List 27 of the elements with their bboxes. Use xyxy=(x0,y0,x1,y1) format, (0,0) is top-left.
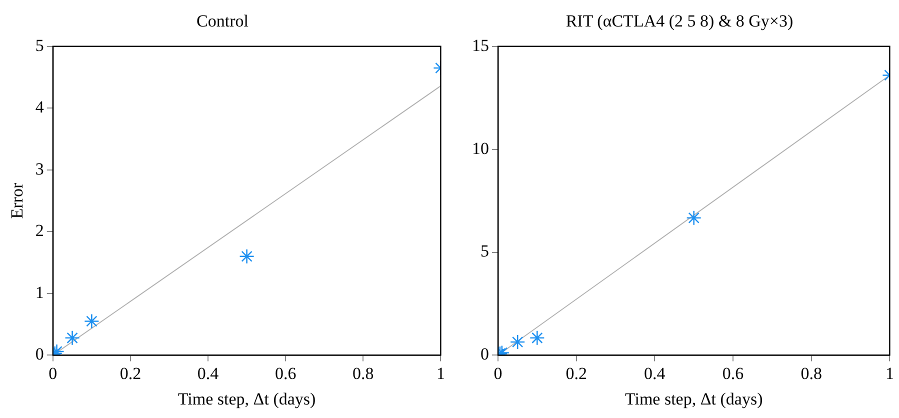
x-tick-label: 0.6 xyxy=(722,364,744,383)
chart-title: Control xyxy=(196,12,249,31)
x-tick-label: 0.8 xyxy=(352,364,374,383)
x-tick-label: 1 xyxy=(436,364,445,383)
y-tick-label: 15 xyxy=(472,36,489,55)
x-tick-label: 0.2 xyxy=(120,364,142,383)
y-tick-label: 2 xyxy=(35,221,44,240)
y-tick-label: 5 xyxy=(35,36,44,55)
y-axis-title: Error xyxy=(8,182,27,219)
x-tick-label: 0.8 xyxy=(800,364,822,383)
y-tick-label: 5 xyxy=(480,242,489,261)
x-tick-label: 0 xyxy=(48,364,58,383)
y-tick-label: 10 xyxy=(472,138,489,158)
x-tick-label: 0.4 xyxy=(644,364,666,383)
x-tick-label: 1 xyxy=(885,364,894,383)
x-axis-title: Time step, Δt (days) xyxy=(624,389,763,408)
y-tick-label: 3 xyxy=(35,159,44,178)
y-tick-label: 0 xyxy=(480,344,489,364)
x-axis-title: Time step, Δt (days) xyxy=(178,389,316,408)
y-tick-label: 0 xyxy=(35,344,44,364)
x-tick-label: 0 xyxy=(494,364,502,383)
x-tick-label: 0.4 xyxy=(197,364,220,383)
chart-title: RIT (αCTLA4 (2 5 8) & 8 Gy×3) xyxy=(566,12,794,31)
x-tick-label: 0.6 xyxy=(274,364,296,383)
x-tick-label: 0.2 xyxy=(566,364,587,383)
y-tick-label: 1 xyxy=(35,282,44,302)
y-tick-label: 4 xyxy=(35,98,44,117)
